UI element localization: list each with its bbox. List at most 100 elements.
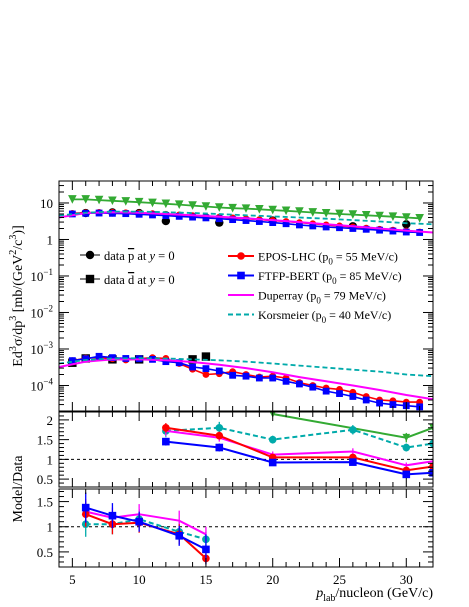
legend-marker: [237, 252, 245, 260]
text-part: = 79 MeV/c): [321, 289, 386, 303]
text-part: EPOS-LHC (: [258, 250, 322, 264]
text-part: = 85 MeV/c): [337, 269, 402, 283]
text-part: data: [104, 273, 128, 287]
series-ftfp_dbar-point: [109, 354, 116, 362]
series-ftfp_dbar-point: [242, 372, 250, 380]
text-part: p: [322, 250, 328, 264]
series-ftfp-point: [268, 458, 277, 467]
y-tick-label: 0.5: [37, 545, 53, 560]
series-ftfp_dbar-point: [322, 387, 330, 395]
series-ftfp_pbar-point: [175, 212, 183, 220]
series-ftfp_dbar-point: [296, 380, 303, 388]
series-ftfp_dbar-point: [309, 383, 317, 391]
text-part: p: [310, 289, 316, 303]
spectrum-y-axis-label: Ed3σ/dp3 [mb/(GeV2/c3)]: [8, 225, 26, 366]
series-data_dbar-point: [188, 355, 197, 364]
legend-label: FTFP-BERT (p0 = 85 MeV/c): [258, 269, 402, 286]
legend-label: data d at y = 0: [104, 273, 175, 287]
series-ftfp_dbar-point: [389, 401, 397, 408]
series-green-point: [429, 423, 433, 432]
text-part: d: [128, 273, 135, 287]
y-tick-label: 10: [40, 196, 53, 211]
legend-marker: [85, 274, 95, 284]
text-part: −2: [43, 303, 53, 313]
text-part: FTFP-BERT (: [258, 269, 326, 283]
series-kor-point: [215, 423, 224, 432]
text-part: p: [326, 269, 332, 283]
text-part: 10: [30, 342, 43, 357]
y-tick-label: 2: [47, 413, 54, 428]
series-ftfp_dbar-point: [376, 399, 383, 407]
text-part: y: [147, 249, 155, 263]
series-ftfp-point: [135, 517, 143, 526]
y-tick-label: 1.5: [37, 433, 53, 448]
series-data_dbar-point: [201, 352, 211, 361]
text-part: 0: [328, 257, 333, 267]
series-ftfp_pbar-point: [215, 215, 223, 223]
series-green_pbar-point: [134, 197, 144, 207]
text-part: data: [104, 249, 128, 263]
series-ftfp_pbar-point: [189, 213, 196, 221]
series-green_pbar-point: [108, 196, 117, 206]
series-ftfp-point: [349, 458, 357, 466]
series-ftfp_pbar-point: [349, 225, 357, 232]
text-part: 2: [8, 250, 19, 255]
text-part: Korsmeier (: [258, 308, 316, 322]
text-part: p: [128, 249, 134, 263]
series-ftfp_dbar-point: [189, 363, 196, 371]
series-green_pbar-point: [241, 204, 251, 213]
ratio-y-axis-label: Model/Data: [11, 455, 26, 523]
series-ftfp-line: [165, 440, 433, 476]
series-dup-line: [165, 429, 433, 467]
series-ftfp_pbar-point: [109, 209, 116, 217]
series-ftfp_dbar-point: [336, 390, 343, 397]
series-green_pbar-point: [348, 210, 358, 219]
series-ftfp_dbar-point: [175, 359, 183, 367]
legend-marker: [85, 250, 95, 260]
text-part: 10: [30, 269, 43, 284]
series-dup_dbar-line: [59, 358, 433, 401]
series-ftfp-point: [162, 437, 170, 446]
series-ftfp_pbar-point: [135, 210, 143, 218]
series-kor-point: [268, 435, 277, 444]
ratio2-series: [59, 492, 433, 565]
series-ftfp_dbar-point: [349, 393, 357, 400]
text-part: y: [147, 273, 155, 287]
series-green_pbar-point: [308, 208, 318, 217]
x-tick-label: 25: [333, 572, 346, 587]
y-tick-label: 10−2: [30, 303, 53, 320]
series-green_pbar-point: [375, 211, 384, 221]
series-ftfp_pbar-point: [296, 221, 303, 229]
series-ftfp_pbar-point: [122, 210, 130, 218]
series-green_pbar-point: [121, 197, 131, 206]
text-part: −3: [43, 340, 53, 350]
y-tick-label: 10−3: [30, 340, 53, 357]
x-tick-label: 10: [133, 572, 146, 587]
series-ftfp_pbar-point: [242, 217, 250, 224]
series-green_pbar-point: [361, 210, 371, 220]
series-ftfp_pbar-point: [202, 214, 210, 222]
series-ftfp_pbar-point: [389, 227, 397, 235]
y-tick-label: 10−4: [30, 376, 53, 393]
series-ftfp_pbar-point: [229, 216, 237, 224]
series-ftfp-point: [108, 511, 117, 520]
series-ftfp_pbar-point: [269, 219, 277, 226]
series-ftfp_pbar-point: [162, 212, 170, 220]
series-ftfp-point: [429, 468, 433, 477]
series-epos-point: [162, 423, 170, 432]
series-ftfp_pbar-point: [336, 224, 343, 232]
series-kor-point: [349, 425, 357, 434]
x-tick-label: 20: [266, 572, 279, 587]
text-part: Duperray (: [258, 289, 310, 303]
series-kor-line: [165, 426, 433, 449]
text-part: 3: [8, 235, 19, 240]
x-axis-label: plab/nucleon (GeV/c): [315, 586, 433, 604]
legend-label: Korsmeier (p0 = 40 MeV/c): [258, 308, 391, 325]
series-green_pbar-point: [255, 205, 264, 214]
series-ftfp_pbar-point: [282, 220, 290, 228]
text-part: at: [134, 273, 149, 287]
series-green_pbar-point: [148, 198, 157, 208]
text-part: 3: [8, 316, 19, 321]
axis-labels: Ed3σ/dp3 [mb/(GeV2/c3)] Model/Data plab/nu…: [8, 225, 433, 604]
